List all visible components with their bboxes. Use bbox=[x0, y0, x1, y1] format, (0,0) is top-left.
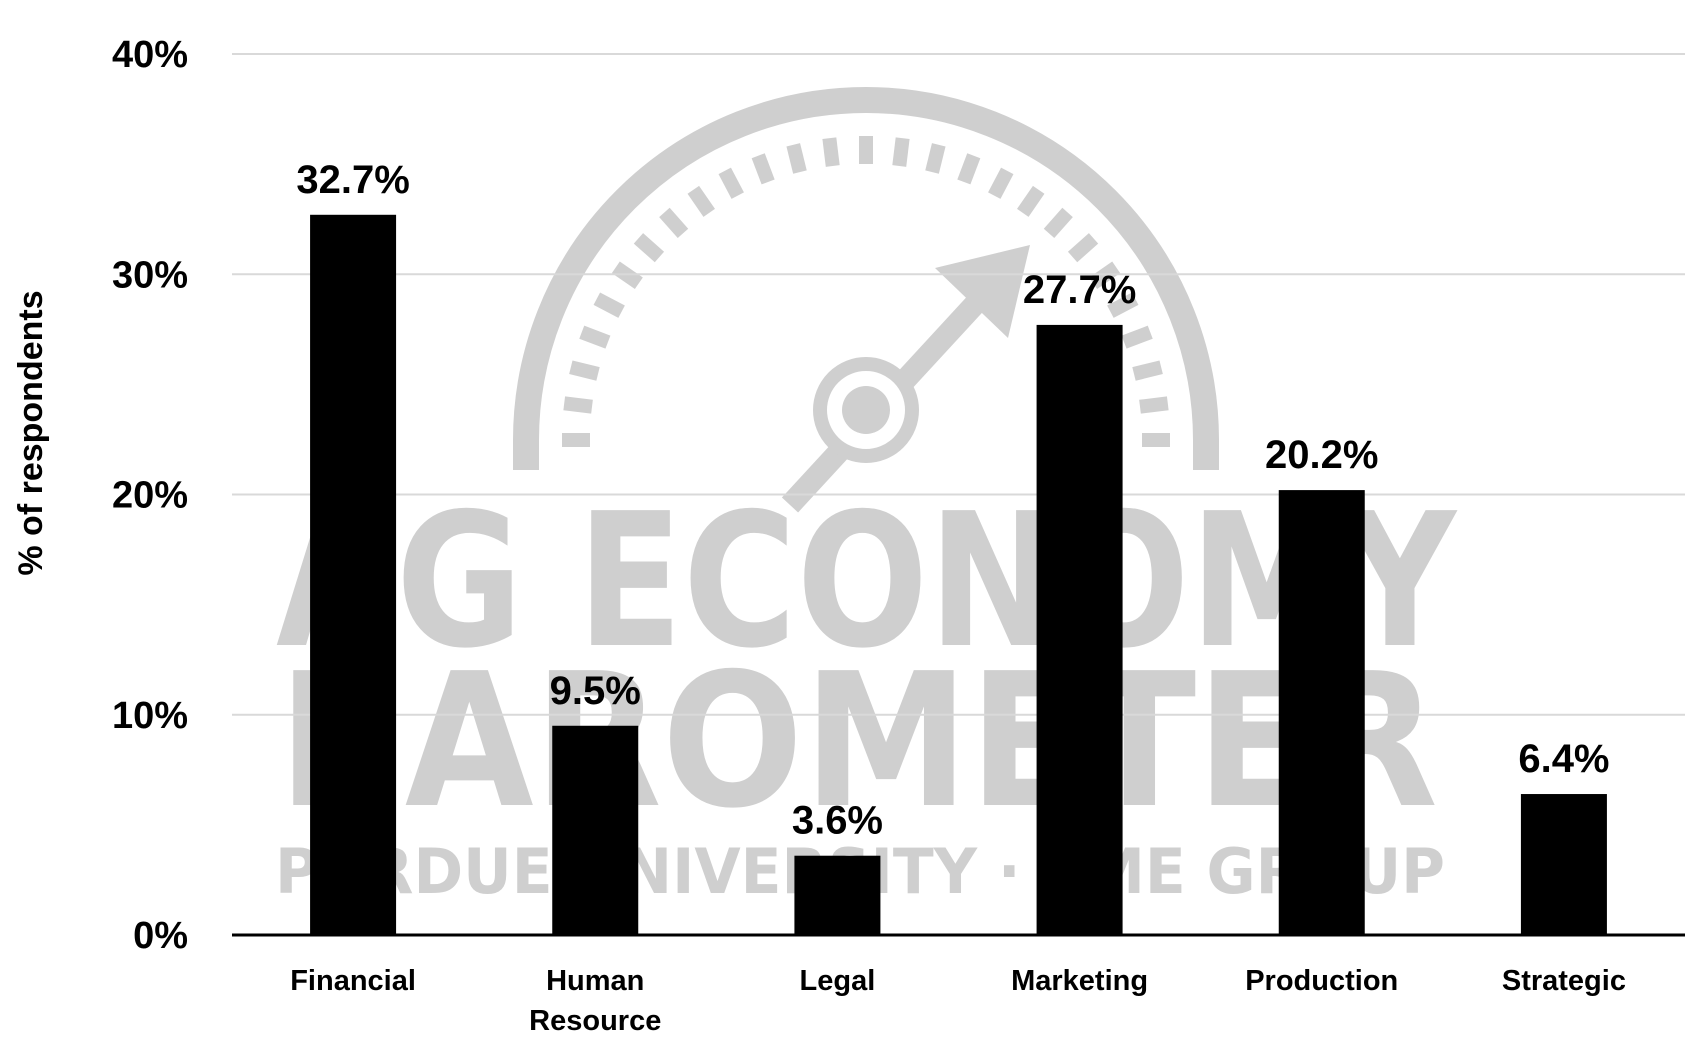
bar bbox=[1036, 324, 1123, 936]
data-label: 32.7% bbox=[296, 158, 409, 202]
bar bbox=[794, 855, 881, 935]
y-tick-label: 0% bbox=[133, 915, 188, 957]
data-label: 9.5% bbox=[550, 669, 641, 713]
y-tick-label: 10% bbox=[112, 695, 188, 737]
bars bbox=[310, 214, 1607, 936]
data-label: 27.7% bbox=[1023, 268, 1136, 312]
y-tick-label: 20% bbox=[112, 475, 188, 517]
bar bbox=[1520, 794, 1607, 935]
x-tick-label: Marketing bbox=[1011, 965, 1148, 997]
x-tick-label: Legal bbox=[800, 965, 876, 997]
bar bbox=[552, 725, 639, 935]
bar bbox=[310, 214, 397, 936]
x-tick-label: Human Resource bbox=[529, 965, 661, 1034]
data-label: 20.2% bbox=[1265, 433, 1378, 477]
gridlines bbox=[232, 53, 1685, 716]
y-axis-title: % of respondents bbox=[12, 290, 50, 575]
bar bbox=[1278, 490, 1365, 935]
x-tick-label: Production bbox=[1245, 965, 1398, 997]
watermark-line-2: BAROMETER bbox=[278, 633, 1438, 849]
gauge-icon bbox=[513, 87, 1219, 513]
y-tick-label: 30% bbox=[112, 254, 188, 296]
data-labels: 32.7% 9.5% 3.6% 27.7% 20.2% 6.4% bbox=[296, 158, 1609, 843]
watermark-logo: AG ECONOMY BAROMETER PURDUE UNIVERSITY ·… bbox=[275, 87, 1458, 908]
data-label: 3.6% bbox=[792, 799, 883, 843]
watermark-line-1: AG ECONOMY bbox=[276, 473, 1458, 689]
y-axis-ticks: 0% 10% 20% 30% 40% bbox=[112, 34, 188, 957]
x-tick-label: Strategic bbox=[1502, 965, 1626, 997]
x-axis-labels: Financial Human Resource Legal Marketing Prod… bbox=[290, 965, 1626, 1037]
data-label: 6.4% bbox=[1518, 737, 1609, 781]
y-tick-label: 40% bbox=[112, 34, 188, 76]
x-tick-label: Financial bbox=[290, 965, 416, 997]
